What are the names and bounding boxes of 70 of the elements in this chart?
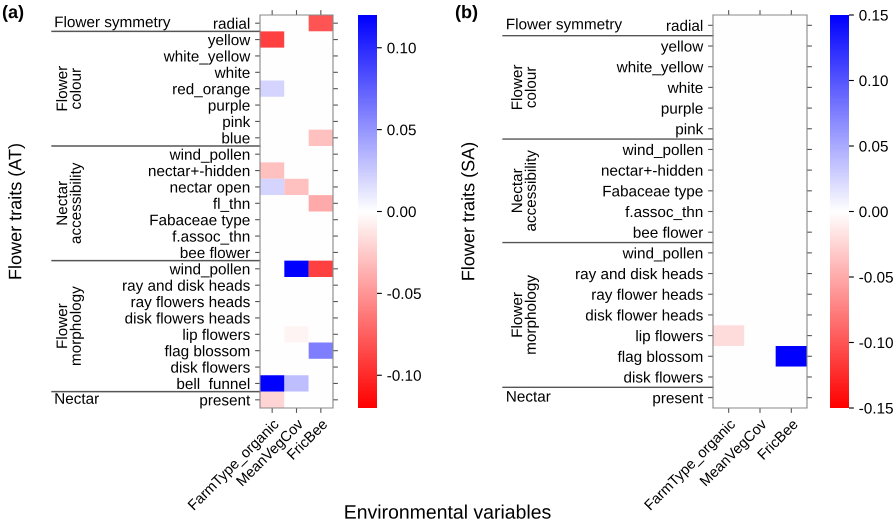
color-bar-label: 0.10 xyxy=(859,75,888,86)
text: Nectar xyxy=(507,391,551,402)
y-tick-label: disk flower heads xyxy=(586,309,703,321)
text: Nectar xyxy=(55,393,99,404)
y-tick-label: disk flowers xyxy=(171,362,250,373)
text: Flower colour xyxy=(511,64,536,110)
y-tick-label: disk flowers heads xyxy=(125,312,250,324)
text: Nectar accessibility xyxy=(56,162,84,244)
y-tick-label: purple xyxy=(662,102,703,117)
y-tick-label: blue xyxy=(222,132,250,144)
y-tick-label: radial xyxy=(666,20,702,32)
y-tick-label: purple xyxy=(208,100,250,114)
text: Flower morphology xyxy=(511,275,539,354)
y-tick-label: bell_funnel xyxy=(177,378,250,392)
y-tick-label: wind_pollen xyxy=(170,148,250,163)
y-tick-label: nectar open xyxy=(170,182,250,196)
y-tick-label: lip flowers xyxy=(183,328,250,344)
color-bar-label: 0.05 xyxy=(859,140,888,152)
y-tick-label: yellow xyxy=(660,40,704,55)
y-tick-label: white_yellow xyxy=(164,50,250,65)
y-tick-label: white xyxy=(214,66,250,78)
y-tick-label: bee flower xyxy=(634,226,704,238)
y-tick-label: Fabaceae type xyxy=(150,214,250,228)
y-tick-label: red_orange xyxy=(173,83,250,98)
y-tick-label: wind_pollen xyxy=(170,263,250,278)
color-bar-label: 0.10 xyxy=(387,42,416,54)
y-tick-label: ray and disk heads xyxy=(123,280,250,294)
y-tick-label: present xyxy=(653,393,704,406)
text: (b) xyxy=(456,5,478,22)
color-bar-label: -0.10 xyxy=(859,337,893,348)
y-tick-label: ray flowers heads xyxy=(132,296,250,310)
y-tick-label: present xyxy=(200,395,250,409)
y-tick-label: pink xyxy=(223,116,250,130)
y-axis-title: Flower traits (AT) xyxy=(8,144,25,279)
y-tick-label: disk flowers xyxy=(624,371,703,383)
y-axis-title: Flower traits (SA) xyxy=(461,142,478,280)
y-tick-label: wind_pollen xyxy=(622,144,702,158)
text: (a) xyxy=(2,5,24,22)
text: Flower morphology xyxy=(56,286,84,366)
color-bar-label: -0.15 xyxy=(859,402,893,414)
y-tick-label: wind_pollen xyxy=(622,247,702,262)
y-tick-label: Fabaceae type xyxy=(603,185,703,200)
y-tick-label: nectar+-hidden xyxy=(148,165,250,176)
y-tick-label: f.assoc_thn xyxy=(625,206,702,220)
y-tick-label: radial xyxy=(214,18,250,29)
y-tick-label: f.assoc_thn xyxy=(172,230,250,245)
y-tick-label: lip flowers xyxy=(636,330,703,344)
y-tick-label: ray flower heads xyxy=(592,288,703,303)
color-bar-label: -0.05 xyxy=(859,272,893,283)
color-bar-label: -0.10 xyxy=(387,370,421,381)
text: Flower symmetry xyxy=(507,18,622,32)
y-tick-label: fl_thn xyxy=(213,198,250,212)
y-tick-label: pink xyxy=(676,123,704,138)
color-bar-label: 0.15 xyxy=(859,10,888,21)
y-tick-label: bee flower xyxy=(180,246,250,258)
y-tick-label: flag blossom xyxy=(164,345,250,360)
x-axis-title: Environmental variables xyxy=(345,504,551,519)
y-tick-label: white xyxy=(668,82,703,94)
text: Flower colour xyxy=(56,66,81,110)
color-bar-label: -0.05 xyxy=(387,288,421,300)
y-tick-label: white_yellow xyxy=(616,61,704,76)
y-tick-label: ray and disk heads xyxy=(576,268,703,282)
color-bar-label: 0.00 xyxy=(387,206,416,218)
text: Flower symmetry xyxy=(55,16,170,30)
y-tick-label: flag blossom xyxy=(618,350,702,365)
text: Nectar accessibility xyxy=(512,150,539,231)
color-bar-label: 0.05 xyxy=(387,124,416,136)
y-tick-label: yellow xyxy=(208,34,250,48)
color-bar-label: 0.00 xyxy=(859,206,888,218)
y-tick-label: nectar+-hidden xyxy=(602,164,702,176)
